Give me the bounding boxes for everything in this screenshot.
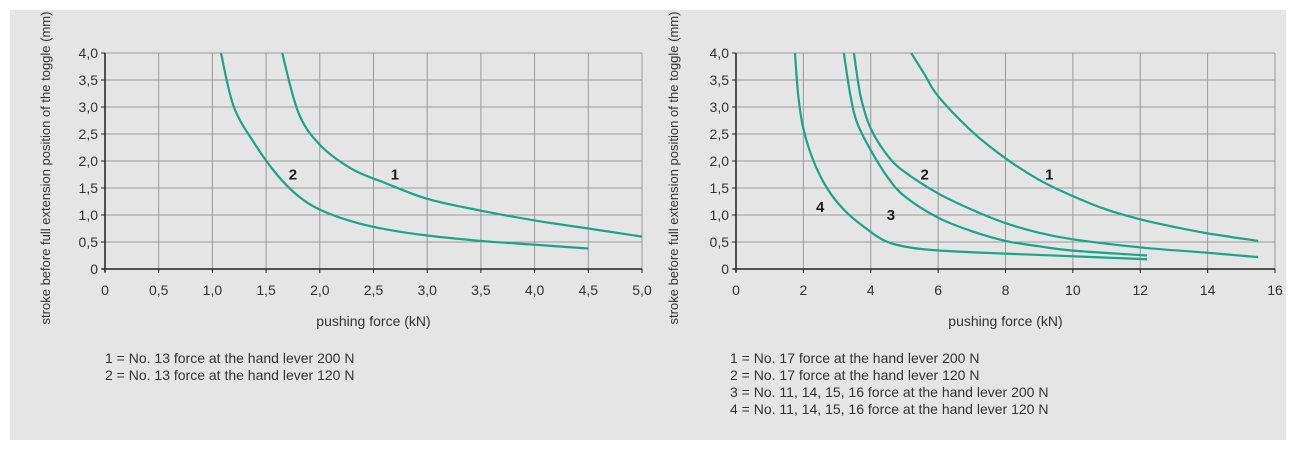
y-tick-label: 3,0 [710,99,730,115]
x-tick-label: 2,0 [310,282,330,298]
x-tick-label: 12 [1132,282,1148,298]
series-curve-1 [911,53,1258,241]
x-tick-label: 0 [101,282,109,298]
x-tick-label: 3,0 [417,282,437,298]
y-tick-label: 2,0 [79,153,99,169]
series-label-4: 4 [816,199,825,216]
series-curve-2 [854,53,1258,257]
series-label-3: 3 [887,207,895,224]
x-axis-label: pushing force (kN) [316,313,430,329]
legend-item: 2 = No. 13 force at the hand lever 120 N [105,367,354,384]
x-tick-label: 3,5 [471,282,491,298]
y-tick-label: 0,5 [710,234,730,250]
x-tick-label: 8 [1002,282,1010,298]
legend-item: 3 = No. 11, 14, 15, 16 force at the hand… [730,384,1048,401]
x-tick-label: 6 [934,282,942,298]
chart-panel: 0 0,5 1,0 1,5 2,0 2,5 3,0 3,5 4,0 4,5 5,0 0 0,5 1,0 1,… [10,10,1286,440]
x-tick-label: 14 [1200,282,1216,298]
y-tick-label: 4,0 [79,45,99,61]
y-tick-label: 2,5 [710,126,730,142]
series-label-1: 1 [391,167,399,184]
y-tick-label: 1,5 [79,180,99,196]
x-tick-label: 1,0 [203,282,223,298]
x-tick-label: 1,5 [256,282,276,298]
x-tick-label: 0,5 [149,282,169,298]
y-tick-label: 0,5 [79,234,99,250]
y-tick-label: 3,0 [79,99,99,115]
legend-item: 2 = No. 17 force at the hand lever 120 N [730,367,1048,384]
x-tick-label: 4,5 [579,282,599,298]
y-tick-label: 4,0 [710,45,730,61]
x-tick-label: 2,5 [364,282,384,298]
legend-left: 1 = No. 13 force at the hand lever 200 N… [105,350,354,384]
series-curve-3 [844,53,1147,256]
x-tick-label: 4 [867,282,875,298]
y-tick-label: 2,5 [79,126,99,142]
y-axis-label: stroke before full extension position of… [666,12,681,325]
x-tick-label: 2 [799,282,807,298]
y-tick-label: 3,5 [79,72,99,88]
x-axis-label: pushing force (kN) [948,313,1062,329]
legend-item: 4 = No. 11, 14, 15, 16 force at the hand… [730,401,1048,418]
series-label-2: 2 [289,167,297,184]
y-tick-label: 2,0 [710,153,730,169]
legend-right: 1 = No. 17 force at the hand lever 200 N… [730,350,1048,418]
x-tick-label: 4,0 [525,282,545,298]
series-label-1: 1 [1045,167,1053,184]
y-tick-label: 0 [721,261,729,277]
legend-item: 1 = No. 13 force at the hand lever 200 N [105,350,354,367]
legend-item: 1 = No. 17 force at the hand lever 200 N [730,350,1048,367]
series-label-2: 2 [920,167,928,184]
y-tick-label: 3,5 [710,72,730,88]
x-tick-label: 5,0 [632,282,652,298]
y-tick-label: 1,5 [710,180,730,196]
y-axis-label: stroke before full extension position of… [38,12,53,325]
y-tick-label: 0 [90,261,98,277]
x-tick-label: 10 [1065,282,1081,298]
y-tick-label: 1,0 [79,207,99,223]
y-tick-label: 1,0 [710,207,730,223]
x-tick-label: 0 [732,282,740,298]
x-tick-label: 16 [1267,282,1283,298]
